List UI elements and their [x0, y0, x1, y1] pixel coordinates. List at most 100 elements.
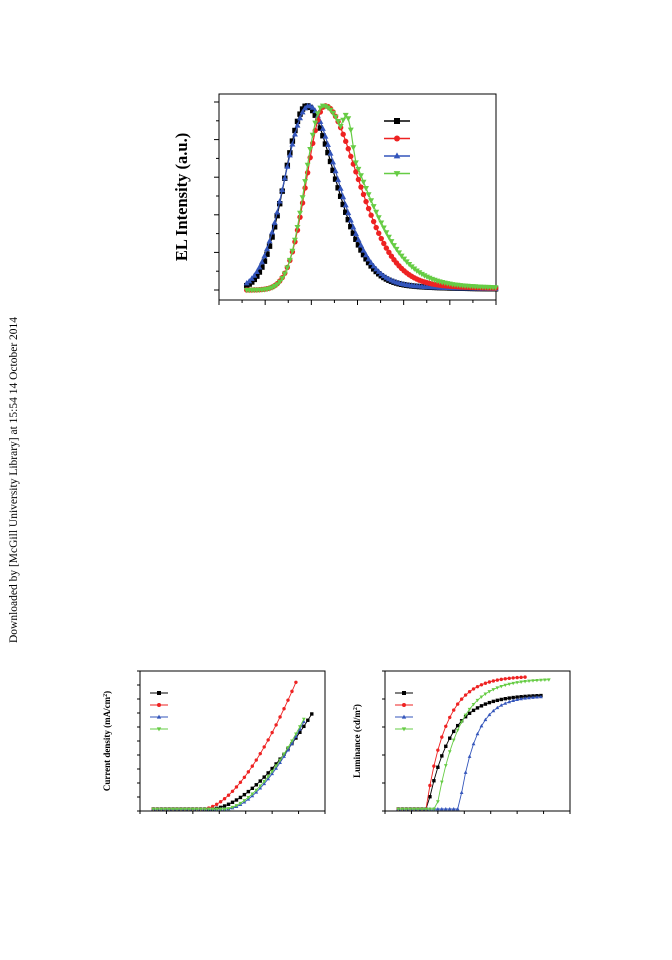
l-data-point — [443, 806, 448, 811]
j-y-axis-label-sup: 2 — [103, 694, 109, 697]
el-data-point — [345, 209, 352, 216]
el-data-point — [368, 212, 374, 218]
l-data-point — [499, 703, 504, 707]
j-data-point — [151, 807, 156, 812]
l-data-point — [451, 738, 456, 742]
l-data-point — [463, 770, 468, 774]
el-legend-marker — [394, 135, 400, 142]
el-legend-marker — [393, 171, 401, 178]
j-data-point — [270, 771, 275, 776]
el-data-point — [297, 210, 303, 217]
j-data-point — [175, 807, 179, 812]
l-data-point — [483, 702, 488, 706]
el-data-point — [352, 160, 359, 166]
j-data-point — [270, 769, 275, 774]
l-data-point — [499, 684, 504, 689]
el-data-point — [363, 251, 370, 258]
el-data-point — [385, 234, 392, 241]
l-data-point — [428, 795, 432, 799]
el-data-point — [368, 263, 374, 269]
el-data-point — [299, 108, 306, 115]
l-data-point — [428, 783, 432, 788]
el-data-point — [248, 275, 255, 281]
el-data-point — [363, 198, 369, 205]
j-y-axis-label-close: ) — [102, 691, 112, 694]
l-data-point — [444, 724, 448, 728]
el-data-point — [279, 276, 286, 282]
el-data-point — [492, 285, 499, 291]
el-data-point — [342, 112, 349, 119]
j-data-point — [250, 764, 255, 768]
l-data-point — [455, 728, 460, 733]
el-data-point — [327, 158, 334, 165]
el-data-point — [357, 242, 364, 248]
l-data-point — [435, 806, 440, 811]
l-data-point — [495, 698, 500, 703]
l-plot-frame — [384, 670, 571, 812]
el-data-point — [393, 246, 400, 253]
l-data-point — [471, 702, 476, 707]
j-data-point — [250, 792, 255, 796]
el-data-point — [276, 198, 283, 204]
el-data-point — [355, 176, 362, 183]
el-data-point — [291, 237, 298, 244]
l-data-point — [440, 735, 444, 739]
el-data-point — [337, 193, 344, 199]
el-data-point — [251, 272, 258, 278]
l-data-point — [487, 680, 492, 684]
el-data-point — [373, 265, 380, 272]
l-series-group — [396, 675, 551, 812]
l-data-point — [439, 806, 444, 811]
l-data-point — [471, 687, 476, 691]
el-data-point — [360, 247, 367, 253]
el-data-point — [353, 236, 359, 242]
l-data-point — [511, 695, 515, 700]
j-data-point — [266, 771, 270, 775]
l-data-point — [420, 807, 424, 812]
j-data-point — [171, 807, 175, 812]
el-data-point — [370, 262, 377, 269]
j-data-point — [270, 730, 274, 735]
el-data-point — [284, 163, 291, 169]
l-data-point — [511, 676, 515, 680]
el-data-point — [322, 141, 329, 147]
el-data-point — [332, 176, 339, 182]
j-data-point — [226, 807, 231, 811]
l-y-axis-label-sup: 2 — [353, 707, 359, 710]
l-data-point — [475, 698, 480, 703]
l-data-point — [483, 681, 488, 685]
l-data-point — [507, 676, 511, 681]
el-data-point — [325, 149, 331, 156]
el-data-point — [413, 268, 420, 274]
l-data-point — [515, 697, 520, 702]
l-data-point — [424, 807, 428, 812]
j-data-point — [234, 785, 239, 789]
l-data-point — [487, 712, 492, 717]
el-data-point — [360, 251, 367, 258]
el-data-point — [286, 257, 293, 264]
el-data-point — [365, 259, 372, 266]
el-legend-marker — [394, 118, 400, 124]
el-data-point — [360, 179, 367, 186]
el-data-point — [294, 118, 301, 125]
el-data-point — [297, 114, 303, 121]
el-data-point — [401, 256, 408, 263]
el-data-point — [335, 119, 342, 125]
el-legend-marker — [393, 152, 401, 159]
j-data-point — [298, 725, 302, 729]
el-data-point — [360, 191, 367, 198]
el-data-point — [353, 169, 359, 175]
l-data-point — [546, 678, 551, 682]
l-data-point — [448, 715, 452, 720]
j-data-point — [226, 793, 231, 797]
l-data-point — [499, 677, 503, 682]
l-data-point — [412, 807, 416, 812]
j-data-point — [234, 798, 239, 802]
l-data-point — [448, 736, 452, 740]
j-series-group — [151, 680, 314, 812]
l-data-point — [511, 681, 516, 686]
l-data-point — [495, 678, 500, 682]
l-data-point — [503, 697, 507, 701]
el-y-axis-label: EL Intensity (a.u.) — [172, 133, 191, 261]
l-series-line — [398, 676, 526, 810]
